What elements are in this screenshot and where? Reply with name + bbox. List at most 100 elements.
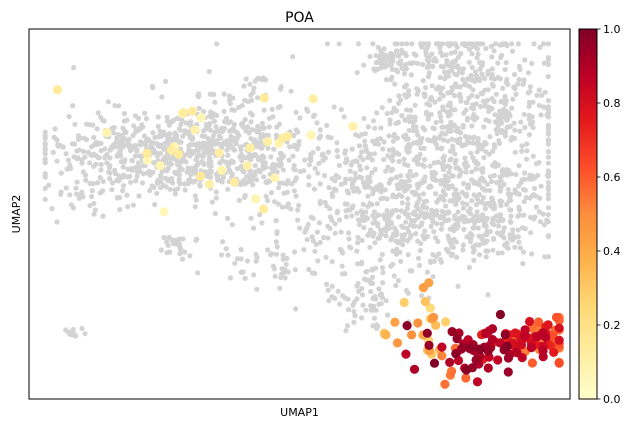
- background-cell-point: [388, 221, 395, 227]
- background-cell-point: [469, 92, 475, 98]
- background-cell-point: [172, 133, 178, 139]
- background-cell-point: [336, 217, 343, 223]
- background-cell-point: [280, 252, 286, 258]
- background-cell-point: [446, 109, 452, 115]
- background-cell-point: [114, 135, 120, 141]
- background-cell-point: [512, 127, 518, 133]
- background-cell-point: [438, 114, 444, 120]
- background-cell-point: [46, 182, 52, 188]
- background-cell-point: [75, 155, 81, 161]
- background-cell-point: [152, 134, 158, 141]
- background-cell-point: [482, 103, 488, 109]
- background-cell-point: [536, 87, 542, 93]
- background-cell-point: [428, 111, 434, 117]
- background-cell-point: [517, 245, 524, 251]
- background-cell-point: [489, 66, 495, 72]
- background-cell-point: [317, 201, 323, 207]
- background-cell-point: [429, 83, 435, 89]
- background-cell-point: [410, 211, 416, 217]
- background-cell-point: [133, 178, 139, 184]
- background-cell-point: [136, 193, 142, 199]
- background-cell-point: [343, 160, 349, 166]
- background-cell-point: [176, 241, 183, 247]
- background-cell-point: [438, 213, 444, 219]
- background-cell-point: [279, 266, 285, 272]
- background-cell-point: [524, 141, 530, 147]
- background-cell-point: [469, 64, 475, 70]
- background-cell-point: [438, 49, 444, 55]
- background-cell-point: [277, 180, 283, 186]
- background-cell-point: [483, 248, 489, 254]
- background-cell-point: [373, 307, 379, 313]
- background-cell-point: [401, 156, 407, 162]
- background-cell-point: [436, 96, 442, 102]
- background-cell-point: [82, 331, 88, 337]
- background-cell-point: [453, 81, 459, 87]
- background-cell-point: [398, 208, 404, 214]
- background-cell-point: [329, 217, 335, 223]
- background-cell-point: [455, 165, 461, 171]
- background-cell-point: [465, 185, 472, 191]
- background-cell-point: [518, 119, 524, 125]
- background-cell-point: [341, 114, 347, 120]
- background-cell-point: [181, 158, 187, 164]
- background-cell-point: [474, 115, 480, 121]
- background-cell-point: [498, 99, 504, 105]
- background-cell-point: [150, 140, 156, 146]
- background-cell-point: [545, 131, 552, 137]
- background-cell-point: [225, 215, 231, 221]
- expressing-cell-point: [245, 143, 255, 153]
- background-cell-point: [484, 181, 490, 187]
- background-cell-point: [388, 168, 394, 174]
- background-cell-point: [129, 167, 135, 173]
- background-cell-point: [440, 106, 446, 112]
- background-cell-point: [470, 135, 476, 141]
- expressing-cell-point: [178, 108, 188, 118]
- expressing-cell-point: [520, 331, 530, 341]
- background-cell-point: [463, 165, 469, 171]
- background-cell-point: [489, 81, 495, 87]
- background-cell-point: [471, 225, 478, 231]
- background-cell-point: [505, 191, 511, 197]
- background-cell-point: [182, 128, 188, 134]
- background-cell-point: [230, 159, 236, 165]
- background-cell-point: [425, 41, 431, 47]
- background-cell-point: [283, 261, 289, 267]
- background-cell-point: [315, 170, 321, 176]
- background-cell-point: [450, 173, 456, 179]
- background-cell-point: [272, 199, 278, 205]
- background-cell-point: [111, 125, 117, 131]
- background-cell-point: [441, 177, 447, 183]
- background-cell-point: [364, 165, 370, 171]
- background-cell-point: [180, 133, 186, 139]
- background-cell-point: [391, 105, 397, 111]
- background-cell-point: [454, 64, 460, 70]
- background-cell-point: [129, 157, 135, 163]
- background-cell-point: [415, 132, 421, 138]
- background-cell-point: [347, 176, 353, 182]
- background-cell-point: [295, 217, 301, 223]
- background-cell-point: [344, 323, 351, 329]
- background-cell-point: [473, 101, 479, 107]
- background-cell-point: [215, 128, 221, 134]
- background-cell-point: [332, 186, 338, 192]
- background-cell-point: [545, 114, 552, 120]
- background-cell-point: [207, 155, 213, 161]
- background-cell-point: [545, 41, 552, 47]
- background-cell-point: [264, 179, 270, 186]
- background-cell-point: [227, 143, 233, 149]
- background-cell-point: [350, 159, 356, 165]
- background-cell-point: [459, 189, 465, 195]
- background-cell-point: [511, 84, 517, 90]
- background-cell-point: [515, 234, 522, 240]
- background-cell-point: [541, 222, 548, 228]
- background-cell-point: [351, 308, 357, 314]
- background-cell-point: [462, 155, 468, 161]
- background-cell-point: [130, 202, 136, 208]
- background-cell-point: [75, 136, 82, 142]
- background-cell-point: [527, 195, 533, 201]
- expressing-cell-point: [424, 340, 434, 350]
- expressing-cell-point: [102, 128, 112, 138]
- background-cell-point: [499, 172, 505, 178]
- background-cell-point: [276, 121, 283, 127]
